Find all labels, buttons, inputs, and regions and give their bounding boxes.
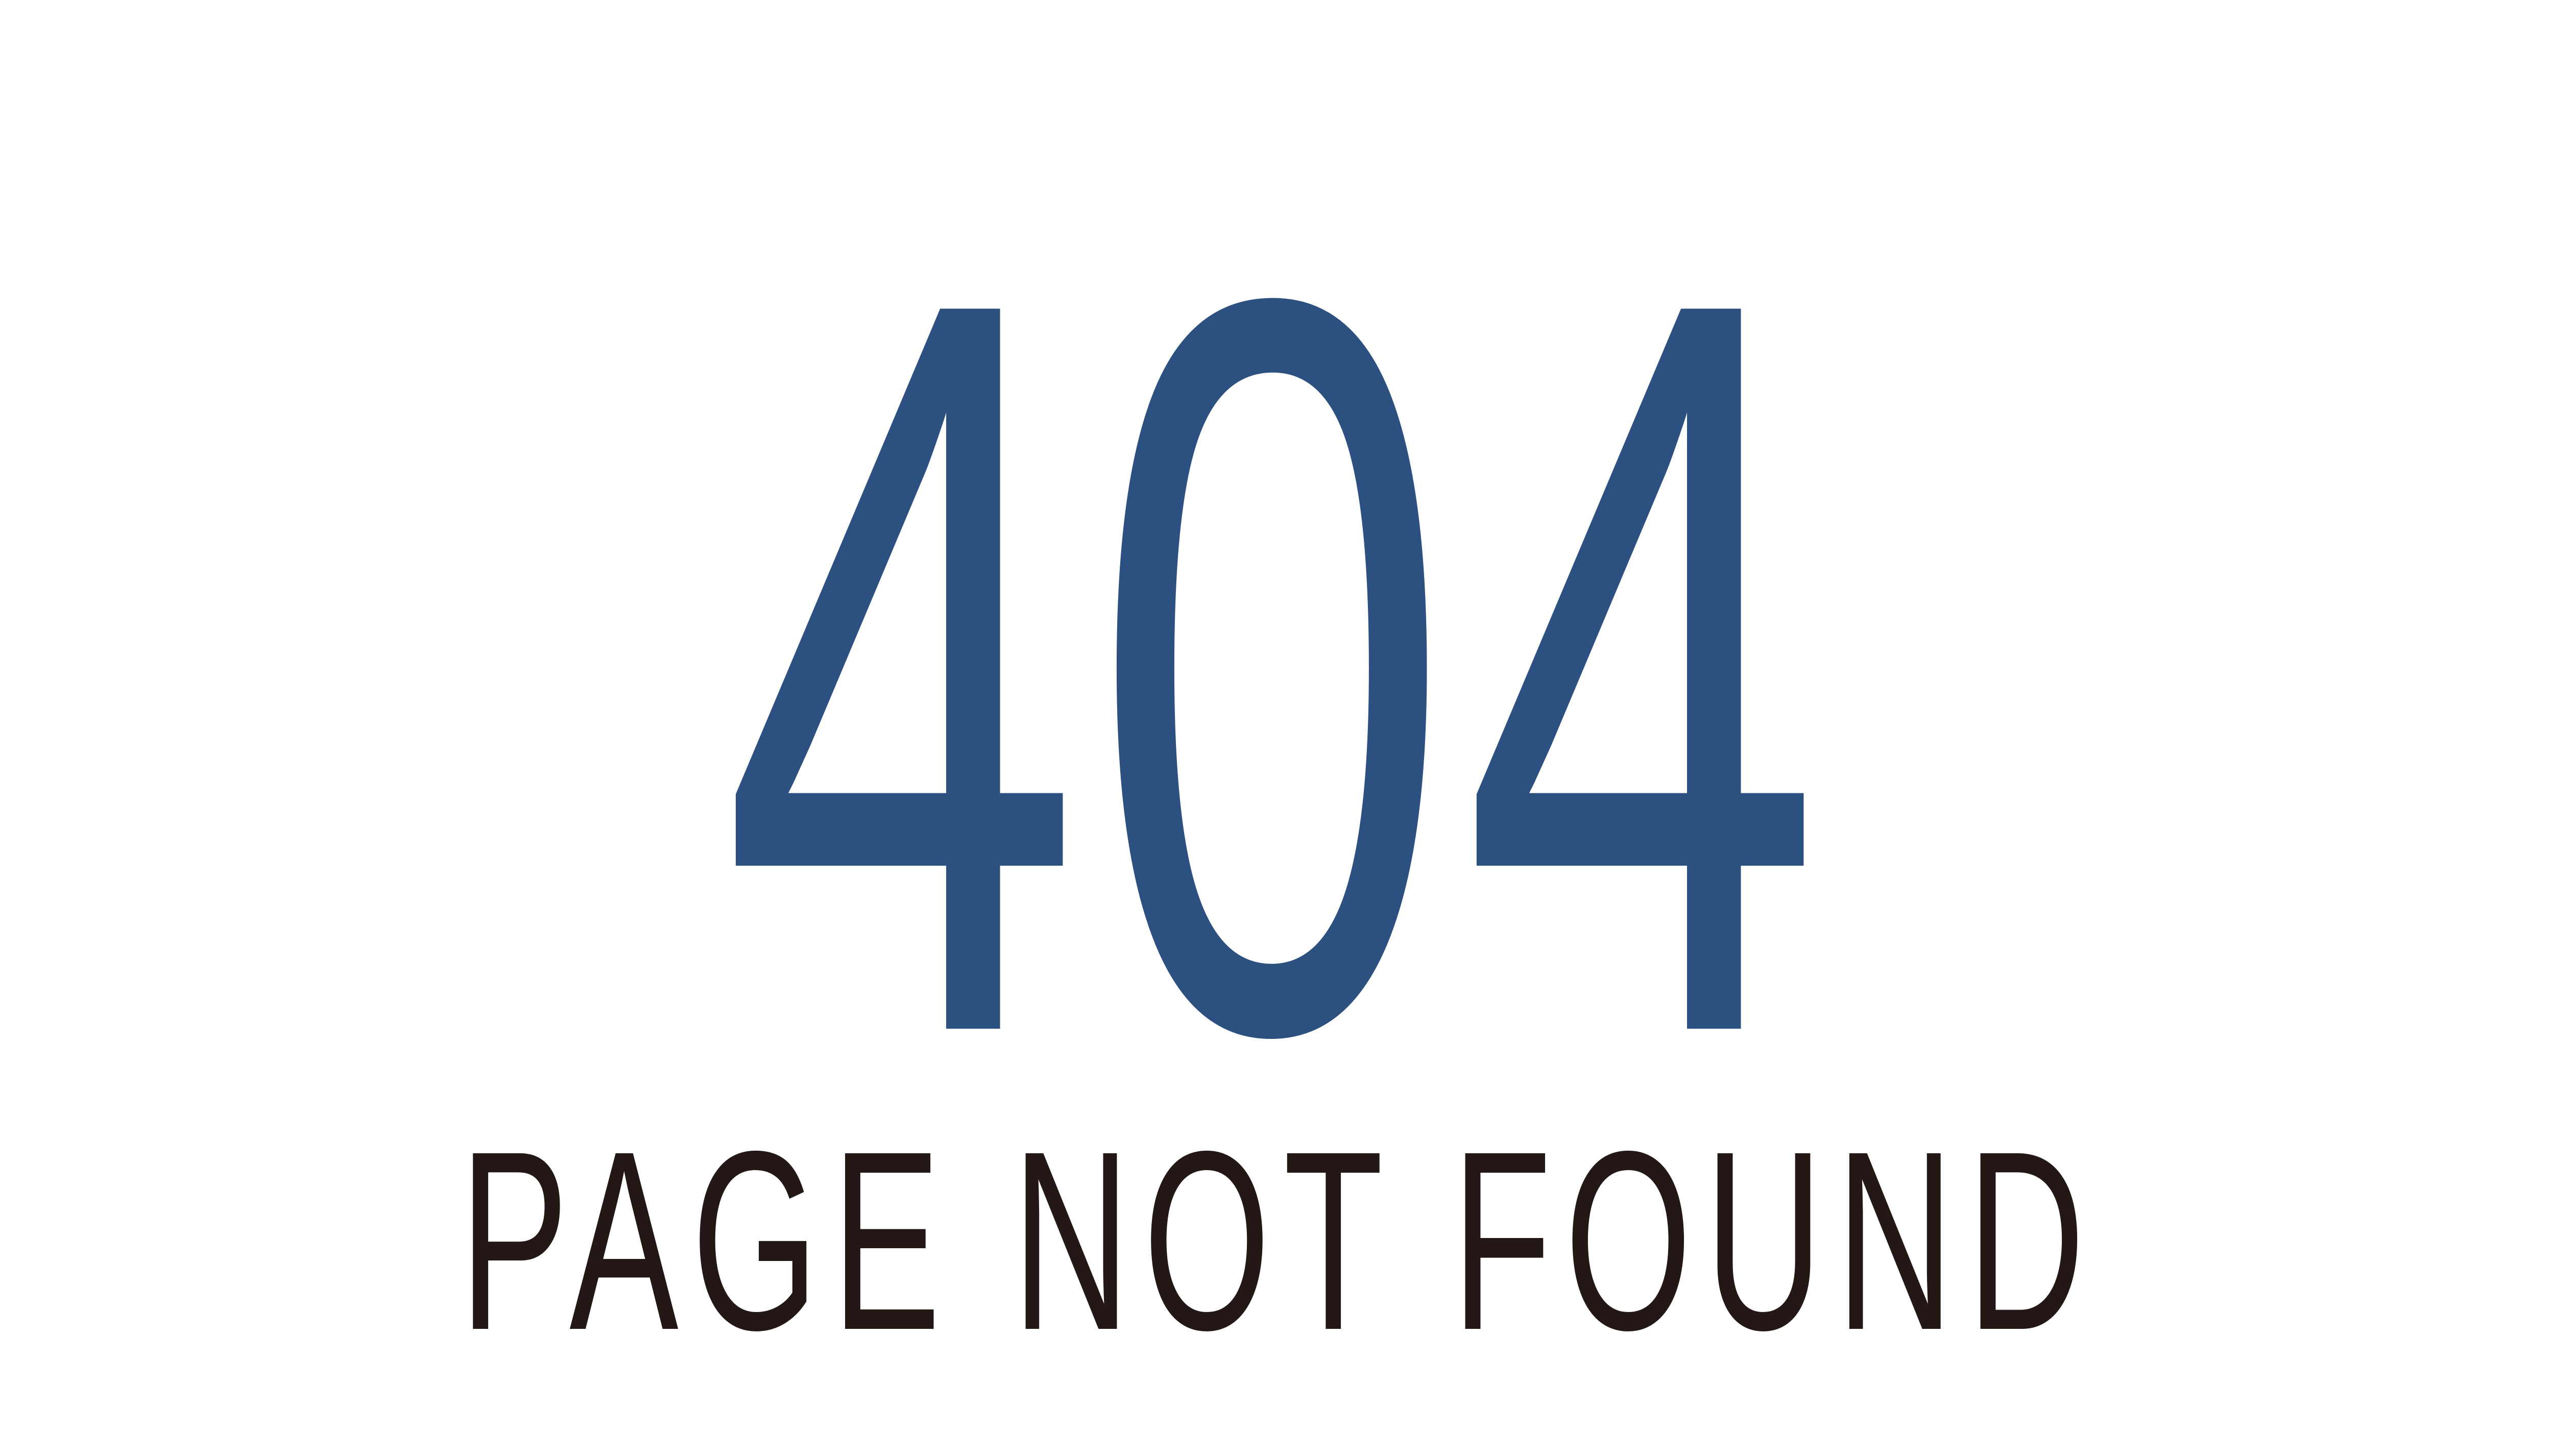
error-message: PAGE NOT FOUND [460,1098,2099,1383]
error-code: 404 [720,82,1833,1251]
